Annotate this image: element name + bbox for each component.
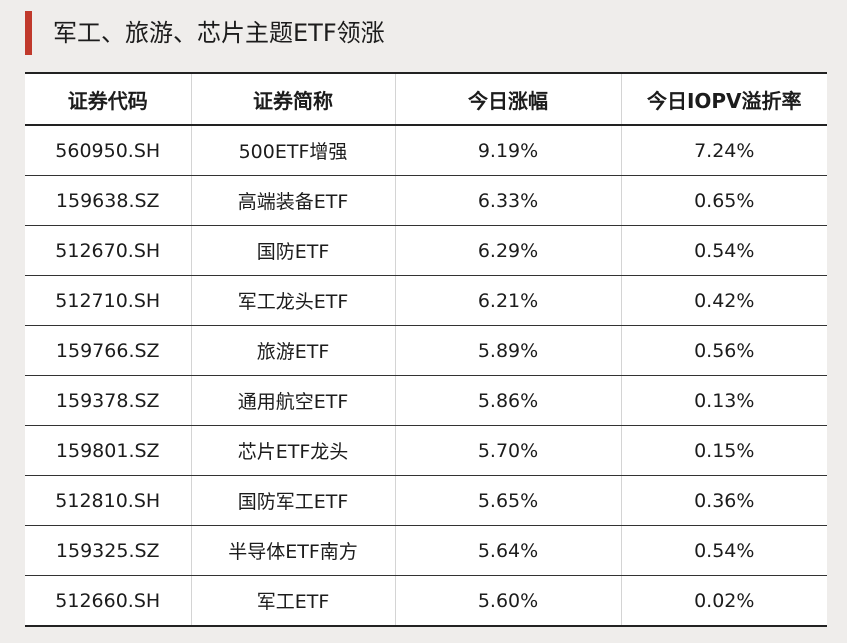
- table-row: 159801.SZ 芯片ETF龙头 5.70% 0.15%: [25, 425, 827, 476]
- table-row: 159766.SZ 旅游ETF 5.89% 0.56%: [25, 325, 827, 376]
- cell-name: 旅游ETF: [190, 325, 395, 376]
- table-row: 159378.SZ 通用航空ETF 5.86% 0.13%: [25, 375, 827, 426]
- cell-iopv: 0.13%: [620, 375, 827, 426]
- header-name: 证券简称: [190, 74, 395, 126]
- cell-code: 512810.SH: [25, 475, 191, 526]
- cell-change: 5.89%: [394, 325, 621, 376]
- cell-change: 9.19%: [394, 125, 621, 176]
- table-row: 159638.SZ 高端装备ETF 6.33% 0.65%: [25, 175, 827, 226]
- page-title: 军工、旅游、芯片主题ETF领涨: [53, 19, 385, 47]
- cell-code: 560950.SH: [25, 125, 191, 176]
- cell-name: 国防ETF: [190, 225, 395, 276]
- cell-name: 半导体ETF南方: [190, 525, 395, 576]
- cell-change: 5.86%: [394, 375, 621, 426]
- cell-iopv: 0.36%: [620, 475, 827, 526]
- header-iopv: 今日IOPV溢折率: [620, 74, 827, 126]
- cell-name: 军工ETF: [190, 575, 395, 627]
- cell-change: 5.64%: [394, 525, 621, 576]
- header-code: 证券代码: [25, 74, 191, 126]
- cell-change: 5.60%: [394, 575, 621, 627]
- cell-iopv: 7.24%: [620, 125, 827, 176]
- table-row: 512660.SH 军工ETF 5.60% 0.02%: [25, 575, 827, 627]
- cell-iopv: 0.15%: [620, 425, 827, 476]
- etf-table: 证券代码 证券简称 今日涨幅 今日IOPV溢折率 560950.SH 500ETF…: [25, 72, 827, 627]
- header-change: 今日涨幅: [394, 74, 621, 126]
- cell-code: 512670.SH: [25, 225, 191, 276]
- table-row: 512710.SH 军工龙头ETF 6.21% 0.42%: [25, 275, 827, 326]
- cell-iopv: 0.02%: [620, 575, 827, 627]
- cell-name: 通用航空ETF: [190, 375, 395, 426]
- cell-change: 6.29%: [394, 225, 621, 276]
- cell-name: 500ETF增强: [190, 125, 395, 176]
- cell-code: 512710.SH: [25, 275, 191, 326]
- cell-iopv: 0.54%: [620, 225, 827, 276]
- cell-change: 5.70%: [394, 425, 621, 476]
- table-body: 560950.SH 500ETF增强 9.19% 7.24% 159638.SZ 高端装备…: [25, 125, 827, 627]
- cell-name: 芯片ETF龙头: [190, 425, 395, 476]
- table-row: 512810.SH 国防军工ETF 5.65% 0.36%: [25, 475, 827, 526]
- cell-code: 159378.SZ: [25, 375, 191, 426]
- cell-change: 5.65%: [394, 475, 621, 526]
- table-row: 560950.SH 500ETF增强 9.19% 7.24%: [25, 125, 827, 176]
- table-header-row: 证券代码 证券简称 今日涨幅 今日IOPV溢折率: [25, 74, 827, 126]
- cell-code: 512660.SH: [25, 575, 191, 627]
- table-row: 512670.SH 国防ETF 6.29% 0.54%: [25, 225, 827, 276]
- cell-name: 高端装备ETF: [190, 175, 395, 226]
- cell-code: 159801.SZ: [25, 425, 191, 476]
- cell-change: 6.21%: [394, 275, 621, 326]
- cell-name: 国防军工ETF: [190, 475, 395, 526]
- cell-code: 159766.SZ: [25, 325, 191, 376]
- cell-code: 159638.SZ: [25, 175, 191, 226]
- table-row: 159325.SZ 半导体ETF南方 5.64% 0.54%: [25, 525, 827, 576]
- title-accent-bar: [25, 11, 32, 55]
- cell-iopv: 0.56%: [620, 325, 827, 376]
- cell-iopv: 0.54%: [620, 525, 827, 576]
- cell-iopv: 0.65%: [620, 175, 827, 226]
- cell-iopv: 0.42%: [620, 275, 827, 326]
- cell-code: 159325.SZ: [25, 525, 191, 576]
- cell-name: 军工龙头ETF: [190, 275, 395, 326]
- cell-change: 6.33%: [394, 175, 621, 226]
